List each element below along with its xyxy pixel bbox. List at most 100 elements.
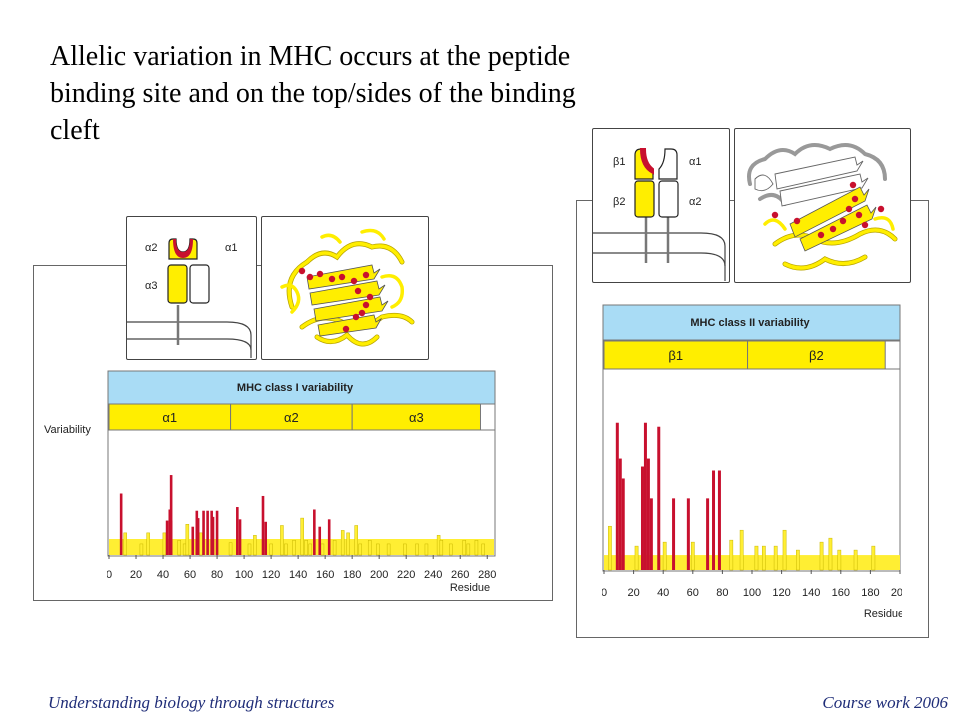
class-one-contact-residue-bar	[211, 516, 215, 555]
class-one-x-tick-label: 200	[370, 569, 388, 581]
class-one-contact-residue-bar	[236, 507, 239, 555]
class-one-variability-bar	[247, 543, 252, 556]
class-one-domain-label: α2	[284, 410, 299, 425]
class-two-variability-bar	[828, 537, 833, 571]
class-two-schematic-label: β1	[613, 156, 625, 168]
class-two-contact-residue-bar	[640, 466, 644, 570]
class-one-schematic-label: α3	[145, 280, 157, 292]
class-two-schematic-panel: β1 α1 β2 α2	[592, 128, 730, 283]
footer-course-year: Course work 2006	[822, 693, 948, 712]
class-two-schematic-label: α1	[689, 156, 701, 168]
class-two-variability-bar	[754, 545, 759, 571]
class-one-schematic-label: α1	[225, 242, 237, 254]
class-one-variability-bar	[228, 542, 233, 556]
class-one-variability-bar	[439, 539, 444, 556]
class-two-x-tick-label: 120	[772, 587, 790, 599]
class-one-variability-bar	[304, 539, 308, 556]
class-one-x-tick-label: 20	[130, 569, 142, 581]
class-two-x-tick-label: 100	[743, 587, 761, 599]
class-one-variability-bar	[340, 530, 345, 556]
class-one-variability-bar	[284, 543, 288, 556]
class-one-contact-residue-bar	[313, 509, 316, 555]
class-one-schematic-diagram: α2 α1 α3	[127, 238, 252, 358]
class-one-x-tick-label: 220	[397, 569, 415, 581]
class-one-contact-residue-bar	[327, 519, 331, 555]
class-two-schematic-diagram: β1 α1 β2 α2	[593, 148, 726, 281]
class-one-variability-bar	[146, 532, 150, 556]
class-one-schematic-label: α2	[145, 242, 157, 254]
class-two-domain-segment	[747, 340, 886, 370]
class-one-contact-residue-bar	[191, 526, 195, 555]
class-two-x-tick-label: 80	[716, 587, 728, 599]
class-two-contact-residue-bar	[672, 498, 676, 570]
class-one-domain-label: α1	[162, 410, 177, 425]
class-one-variability-bar	[332, 539, 337, 556]
class-one-contact-residue-bar	[238, 519, 242, 555]
class-two-baseline-variability	[604, 555, 900, 570]
class-two-contact-residue-bar	[615, 422, 619, 570]
class-two-variability-bar	[773, 545, 778, 571]
class-one-variability-bar	[177, 539, 181, 556]
class-two-x-tick-label: 40	[657, 587, 669, 599]
class-one-contact-residue-bar	[206, 510, 209, 555]
class-one-variability-bar	[462, 539, 467, 556]
class-one-ribbon-structure	[280, 228, 415, 347]
class-one-variability-bar	[162, 532, 167, 556]
class-one-variability-bar	[269, 543, 273, 556]
class-two-x-tick-label: 160	[832, 587, 850, 599]
class-one-variability-bar	[466, 543, 471, 556]
class-one-x-tick-label: 40	[157, 569, 169, 581]
class-two-variability-bar	[761, 545, 766, 571]
class-one-variability-bar	[199, 532, 203, 556]
class-one-variability-bar	[403, 543, 407, 556]
class-one-chart-header: MHC class I variability	[237, 382, 354, 394]
class-one-schematic-panel: α2 α1 α3	[126, 216, 257, 360]
class-one-variability-bar	[185, 524, 190, 556]
class-two-domain-segment	[603, 340, 749, 370]
class-one-contact-residue-bar	[195, 510, 199, 555]
class-one-variability-bar	[415, 543, 419, 556]
class-one-variability-bar	[481, 543, 485, 556]
class-two-variability-bar	[853, 549, 858, 571]
class-one-x-tick-label: 260	[451, 569, 469, 581]
footer-course-title: Understanding biology through structures	[48, 693, 335, 712]
class-two-contact-residue-bar	[618, 458, 622, 570]
class-one-variability-bar	[320, 543, 325, 556]
class-one-variability-bar	[292, 539, 296, 556]
class-one-x-tick-label: 80	[211, 569, 223, 581]
class-one-contact-residue-bar	[318, 526, 322, 555]
class-two-variability-bar	[608, 525, 612, 571]
class-one-variability-bar	[123, 532, 127, 556]
class-two-contact-residue-bar	[706, 498, 710, 570]
class-two-variability-bar	[634, 545, 639, 571]
class-one-domain-label: α3	[409, 410, 424, 425]
class-one-contact-residue-bar	[169, 475, 173, 555]
class-one-contact-residue-bar	[165, 520, 169, 555]
class-one-x-axis-label: Residue	[450, 582, 490, 594]
class-one-contact-residue-bar	[119, 493, 123, 555]
class-one-domain-segment	[351, 403, 481, 431]
class-one-contact-residue-bar	[264, 521, 268, 555]
class-two-contact-residue-bar	[717, 470, 721, 570]
class-one-variability-bar	[367, 539, 372, 556]
class-two-contact-residue-bar	[621, 478, 625, 570]
class-two-variability-bar	[662, 541, 667, 571]
class-two-contact-residue-bar	[643, 422, 647, 570]
class-one-variability-bar	[449, 543, 453, 556]
class-one-variability-bar	[376, 543, 380, 556]
class-two-chart-header: MHC class II variability	[690, 317, 810, 329]
class-two-contact-residue-bar	[646, 458, 650, 570]
class-one-variability-bar	[474, 539, 479, 556]
class-one-variability-bar	[346, 532, 350, 556]
class-one-variability-bar	[139, 543, 144, 556]
class-one-x-tick-label: 280	[478, 569, 496, 581]
class-one-structure-panel	[261, 216, 429, 360]
class-one-variability-bar	[358, 543, 363, 556]
class-two-x-tick-label: 200	[891, 587, 902, 599]
class-one-contact-residue-bar	[215, 510, 219, 555]
class-one-contact-residue-bar	[196, 518, 200, 555]
class-one-contact-residue-bar	[168, 509, 172, 555]
class-one-variability-chart: MHC class I variability α1 α2 α3 0 20 40 60 80…	[107, 370, 496, 594]
class-one-x-tick-label: 100	[235, 569, 253, 581]
class-one-variability-bar	[386, 543, 391, 556]
